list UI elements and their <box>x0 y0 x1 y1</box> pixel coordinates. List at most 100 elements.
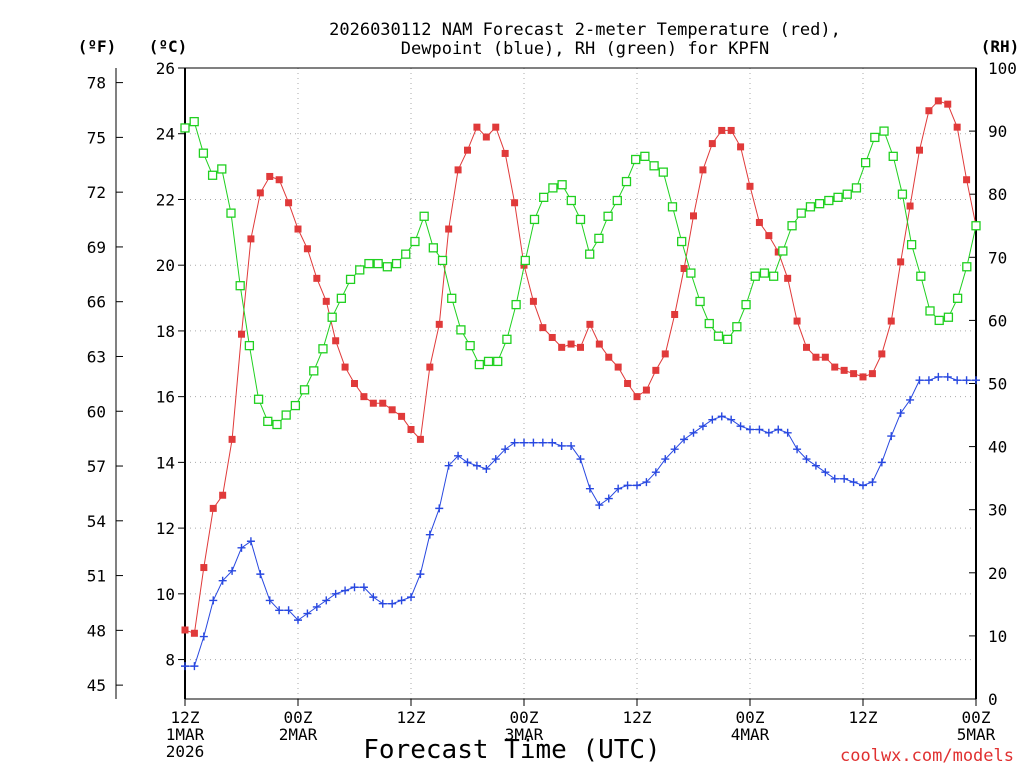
rh-tick-label: 100 <box>988 59 1017 78</box>
rh-series <box>180 116 981 430</box>
dewpoint-point <box>727 415 736 424</box>
2-meter-temperature-point <box>426 363 434 371</box>
dewpoint-point <box>774 425 783 434</box>
2-meter-temperature-point <box>586 320 594 328</box>
rh-point <box>759 268 770 278</box>
celsius-tick-label: 22 <box>156 190 175 209</box>
rh-point <box>336 293 347 303</box>
rh-point <box>962 262 972 272</box>
time-tick-label: 12Z <box>623 708 652 727</box>
fahrenheit-tick-label: 60 <box>87 402 106 421</box>
rh-point <box>226 208 236 218</box>
2-meter-temperature-point <box>642 386 650 394</box>
dewpoint-point <box>388 599 397 608</box>
dewpoint-point <box>689 428 698 437</box>
2-meter-temperature-point <box>755 218 763 226</box>
dewpoint-point <box>887 432 896 441</box>
dewpoint-point <box>821 468 830 477</box>
dewpoint-point <box>416 570 425 579</box>
rh-point <box>474 359 484 370</box>
rh-point <box>842 189 852 199</box>
rh-point <box>631 154 641 165</box>
dewpoint-point <box>680 435 689 444</box>
2-meter-temperature-point <box>906 202 914 210</box>
dewpoint-point <box>181 662 189 671</box>
2-meter-temperature-point <box>379 399 387 407</box>
dewpoint-point <box>322 596 331 605</box>
2-meter-temperature-point <box>181 626 189 634</box>
dewpoint-point <box>585 484 594 493</box>
2-meter-temperature-point <box>671 310 679 318</box>
celsius-tick-label: 14 <box>156 453 175 472</box>
rh-point <box>217 164 227 174</box>
celsius-tick-label: 24 <box>156 125 175 144</box>
rh-point <box>879 126 889 136</box>
2-meter-temperature-point <box>200 564 208 572</box>
2-meter-temperature-point <box>595 340 603 348</box>
2-meter-temperature-point <box>868 370 876 378</box>
fahrenheit-tick-label: 69 <box>87 238 106 257</box>
rh-point <box>860 157 871 168</box>
2-meter-temperature-point <box>633 393 641 401</box>
dewpoint-point <box>830 474 839 483</box>
dewpoint-point <box>435 504 444 513</box>
dewpoint-point <box>915 376 924 385</box>
celsius-unit-label: (ºC) <box>149 37 188 56</box>
dewpoint-point <box>877 458 886 467</box>
rh-point <box>557 180 567 190</box>
2-meter-temperature-point <box>435 320 443 328</box>
2-meter-temperature-point <box>285 199 293 207</box>
rh-point <box>824 195 834 206</box>
2-meter-temperature-point <box>718 126 726 134</box>
dewpoint-point <box>520 438 528 447</box>
dewpoint-point <box>190 662 199 671</box>
2-meter-temperature-point <box>351 380 358 387</box>
rh-point <box>253 394 264 404</box>
dewpoint-point <box>943 372 952 381</box>
rh-point <box>244 340 255 351</box>
2-meter-temperature-point <box>209 504 217 512</box>
rh-point <box>428 243 438 253</box>
2-meter-temperature-point <box>313 274 321 282</box>
rh-point <box>364 258 374 269</box>
2-meter-temperature-point <box>266 172 274 180</box>
2-meter-temperature-point <box>492 123 500 131</box>
dewpoint-point <box>906 395 915 404</box>
fahrenheit-tick-label: 51 <box>87 567 106 586</box>
dewpoint-point <box>444 461 453 470</box>
rh-tick-label: 0 <box>988 690 998 709</box>
rh-point <box>585 249 595 259</box>
dewpoint-point <box>708 415 717 424</box>
2-meter-temperature-point <box>699 166 707 174</box>
dewpoint-point <box>246 537 255 546</box>
rh-point <box>658 167 668 177</box>
2-meter-temperature-line <box>184 100 977 634</box>
2-meter-temperature-point <box>831 363 839 371</box>
rh-point <box>704 318 714 329</box>
rh-point <box>520 255 530 266</box>
dewpoint-point <box>341 586 350 595</box>
rh-point <box>667 202 678 212</box>
time-tick-label: 4MAR <box>731 725 770 744</box>
dewpoint-point <box>924 376 933 385</box>
2-meter-temperature-point <box>303 245 311 253</box>
dewpoint-point <box>228 566 237 575</box>
2-meter-temperature-point <box>812 353 820 361</box>
2-meter-temperature-point <box>859 373 867 381</box>
rh-point <box>189 116 199 127</box>
2-meter-temperature-point <box>567 340 575 348</box>
2-meter-temperature-point <box>341 363 349 371</box>
2-meter-temperature-point <box>464 146 471 154</box>
fahrenheit-tick-label: 72 <box>87 183 106 202</box>
rh-point <box>207 170 218 180</box>
2-meter-temperature-point <box>840 366 848 374</box>
rh-point <box>805 202 816 212</box>
2-meter-temperature-point <box>275 176 283 184</box>
dewpoint-point <box>265 596 274 605</box>
2-meter-temperature-point <box>501 149 509 157</box>
rh-point <box>511 299 521 310</box>
rh-point <box>180 123 190 133</box>
time-tick-label: 00Z <box>510 708 539 727</box>
dewpoint-point <box>275 606 284 615</box>
rh-point <box>925 306 935 316</box>
